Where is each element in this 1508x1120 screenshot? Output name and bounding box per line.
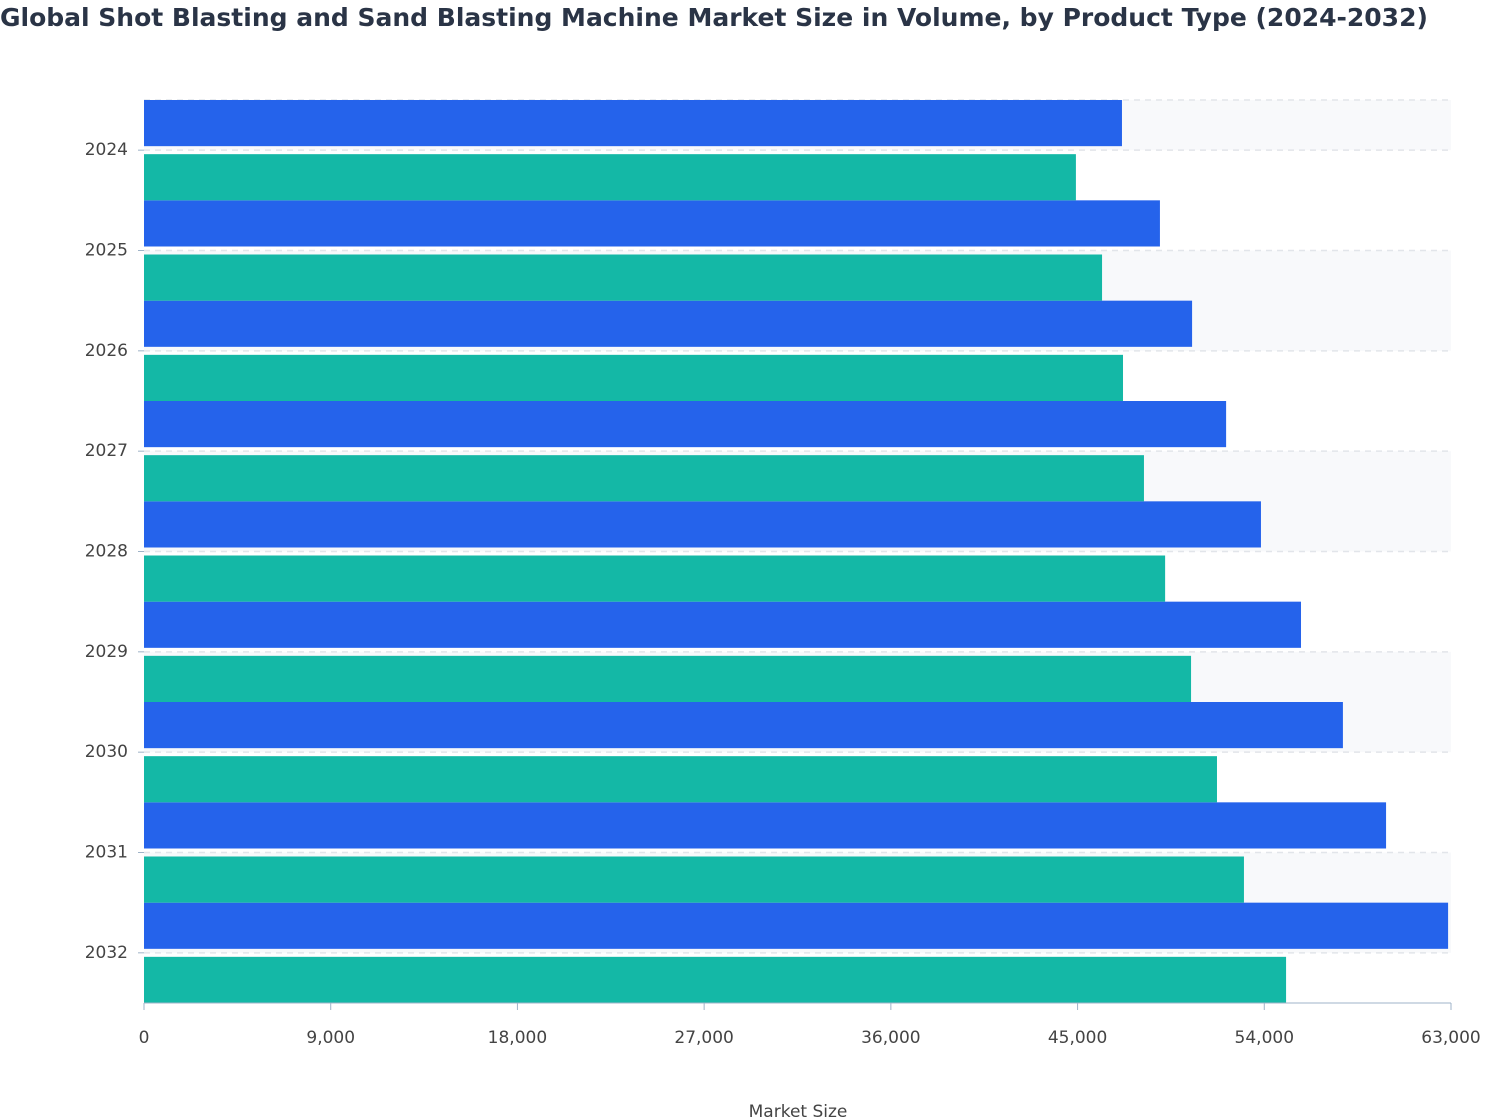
x-tick-label: 54,000 bbox=[1235, 1028, 1294, 1048]
bar bbox=[144, 956, 1287, 1003]
bar bbox=[144, 655, 1192, 702]
bar bbox=[144, 154, 1076, 201]
bar bbox=[144, 354, 1124, 401]
x-tick-label: 0 bbox=[139, 1028, 150, 1048]
bar bbox=[144, 856, 1244, 903]
y-tick-label: 2030 bbox=[85, 742, 128, 762]
bar bbox=[144, 401, 1227, 448]
bar bbox=[144, 100, 1122, 147]
x-axis-label: Market Size bbox=[749, 1102, 848, 1120]
bar bbox=[144, 601, 1302, 648]
bar bbox=[144, 902, 1449, 949]
x-tick-label: 63,000 bbox=[1421, 1028, 1480, 1048]
y-tick-label: 2031 bbox=[85, 843, 128, 863]
bar bbox=[144, 702, 1343, 749]
x-tick-label: 9,000 bbox=[306, 1028, 355, 1048]
bar bbox=[144, 455, 1144, 502]
y-tick-label: 2032 bbox=[85, 943, 128, 963]
bar bbox=[144, 254, 1103, 301]
bar bbox=[144, 300, 1193, 347]
bar bbox=[144, 802, 1387, 849]
bar bbox=[144, 200, 1160, 247]
x-tick-label: 18,000 bbox=[488, 1028, 547, 1048]
y-tick-label: 2029 bbox=[85, 642, 128, 662]
y-tick-label: 2027 bbox=[85, 441, 128, 461]
x-tick-label: 27,000 bbox=[674, 1028, 733, 1048]
bar bbox=[144, 756, 1217, 803]
y-tick-label: 2025 bbox=[85, 241, 128, 261]
y-tick-label: 2026 bbox=[85, 341, 128, 361]
x-tick-label: 36,000 bbox=[861, 1028, 920, 1048]
y-tick-label: 2024 bbox=[85, 140, 128, 160]
y-tick-label: 2028 bbox=[85, 542, 128, 562]
bar bbox=[144, 555, 1166, 602]
bar bbox=[144, 501, 1261, 548]
chart-title: Global Shot Blasting and Sand Blasting M… bbox=[0, 3, 1428, 32]
x-tick-label: 45,000 bbox=[1048, 1028, 1107, 1048]
